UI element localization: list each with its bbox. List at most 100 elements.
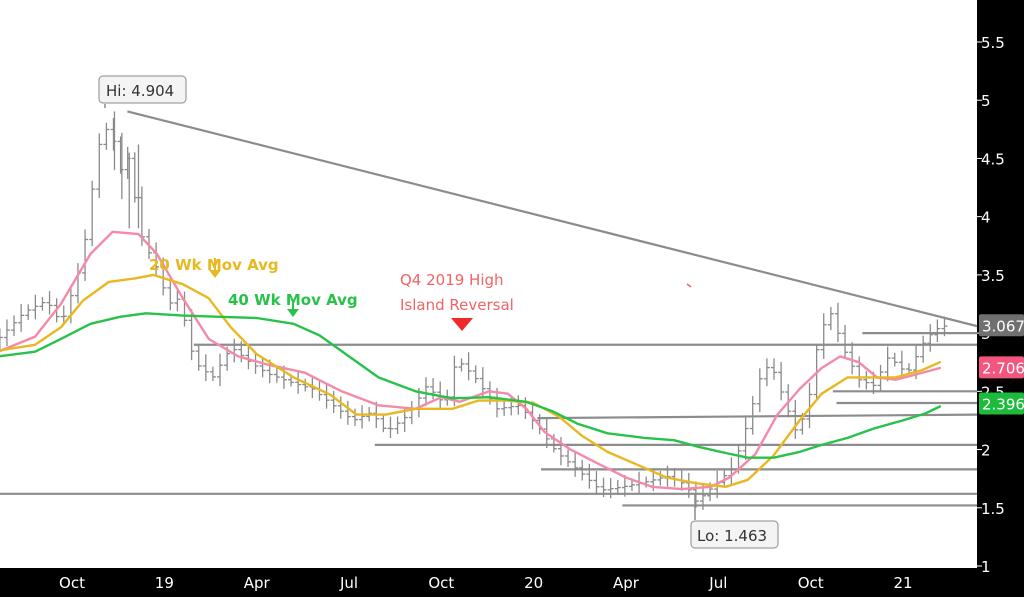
price-bar (749, 395, 756, 435)
price-tags: 3.067 2.706 2.396 (979, 314, 1024, 415)
price-tag-label: 2.706 (982, 359, 1024, 377)
price-bar (579, 459, 586, 481)
price-bar (834, 302, 841, 343)
price-bar (46, 291, 53, 315)
y-tick-label: 4 (981, 209, 991, 227)
ma40-annotation: 40 Wk Mov Avg (228, 291, 358, 317)
price-bar (934, 319, 941, 342)
ma20-label: 20 Wk Mov Avg (149, 256, 279, 274)
x-axis-band (0, 568, 1024, 597)
x-tick-label: Jul (339, 574, 358, 592)
x-axis-ticks: Oct 19 Apr Jul Oct 20 Apr Jul Oct 21 (59, 574, 913, 592)
reversal-line2: Island Reversal (400, 296, 514, 314)
price-bar (572, 450, 579, 477)
price-bar (842, 324, 849, 360)
reversal-annotation: Q4 2019 High Island Reversal (400, 271, 514, 331)
stray-mark (686, 283, 692, 288)
x-tick-label: 19 (155, 574, 174, 592)
price-bar (756, 368, 763, 413)
price-bar (295, 370, 302, 394)
series-line-1 (0, 273, 942, 488)
price-bar (82, 229, 89, 281)
price-tag-box (979, 392, 1024, 415)
price-bar (387, 416, 394, 438)
price-bar (742, 417, 749, 460)
x-tick-label: 21 (893, 574, 912, 592)
price-bar (849, 342, 856, 375)
series-line-2 (0, 312, 942, 459)
y-tick-label: 5.5 (981, 34, 1005, 52)
hi-callout: Hi: 4.904 (98, 75, 187, 108)
price-tag: 3.067 (979, 314, 1024, 337)
price-bar (0, 328, 3, 352)
price-tag: 2.396 (979, 392, 1024, 415)
hi-label: Hi: 4.904 (106, 82, 174, 100)
price-bar (827, 306, 834, 331)
price-bar (628, 479, 635, 491)
price-bar (174, 288, 181, 312)
price-bar (621, 474, 628, 497)
price-tag-label: 3.067 (982, 317, 1024, 335)
x-tick-label: Apr (613, 574, 640, 592)
price-bar (458, 358, 465, 372)
price-bar (3, 319, 10, 346)
price-bar (891, 352, 898, 367)
y-tick-label: 3.5 (981, 267, 1005, 285)
price-bar (351, 408, 358, 426)
y-tick-label: 1.5 (981, 500, 1005, 518)
price-bar (167, 278, 174, 311)
price-bar (202, 354, 209, 382)
price-bar (209, 366, 216, 382)
price-bar (18, 304, 25, 332)
price-bar (96, 133, 103, 198)
price-bars (0, 111, 948, 510)
lo-label: Lo: 1.463 (697, 527, 767, 545)
price-tag-box (979, 356, 1024, 379)
price-bar (884, 346, 891, 382)
price-bar (217, 353, 224, 387)
price-bar (11, 315, 18, 337)
price-bar (380, 413, 387, 433)
trendlines (0, 110, 978, 507)
price-bar (103, 122, 110, 150)
x-tick-label: Jul (708, 574, 727, 592)
price-bar (771, 358, 778, 380)
price-bar (195, 345, 202, 371)
price-bar (699, 484, 706, 510)
price-bar (25, 304, 32, 320)
price-bar (820, 313, 827, 359)
y-tick-label: 2 (981, 442, 991, 460)
x-tick-label: Apr (244, 574, 271, 592)
price-bar (89, 180, 96, 247)
x-tick-label: Oct (428, 574, 454, 592)
price-bar (344, 400, 351, 425)
price-bar (273, 367, 280, 383)
ma20-arrow-head (209, 270, 221, 278)
price-bar (607, 478, 614, 499)
reversal-line1: Q4 2019 High (400, 271, 504, 289)
price-bar (394, 416, 401, 435)
price-tag-box (979, 314, 1024, 337)
price-bar (792, 399, 799, 439)
price-bar (280, 365, 287, 389)
x-tick-label: Oct (798, 574, 824, 592)
y-tick-label: 5 (981, 92, 991, 110)
series-line-0 (0, 230, 942, 491)
price-tag-label: 2.396 (982, 395, 1024, 413)
price-bar (245, 345, 252, 370)
trendline-0 (127, 110, 978, 328)
price-bar (337, 396, 344, 419)
price-bar (920, 335, 927, 363)
price-bar (472, 365, 479, 384)
price-bar (465, 352, 472, 381)
price-bar (927, 324, 934, 352)
price-bar (330, 391, 337, 414)
price-tag: 2.706 (979, 356, 1024, 379)
x-tick-label: Oct (59, 574, 85, 592)
price-bar (600, 477, 607, 498)
reversal-marker (451, 318, 473, 331)
price-bar (131, 152, 138, 203)
moving-averages (0, 230, 942, 491)
